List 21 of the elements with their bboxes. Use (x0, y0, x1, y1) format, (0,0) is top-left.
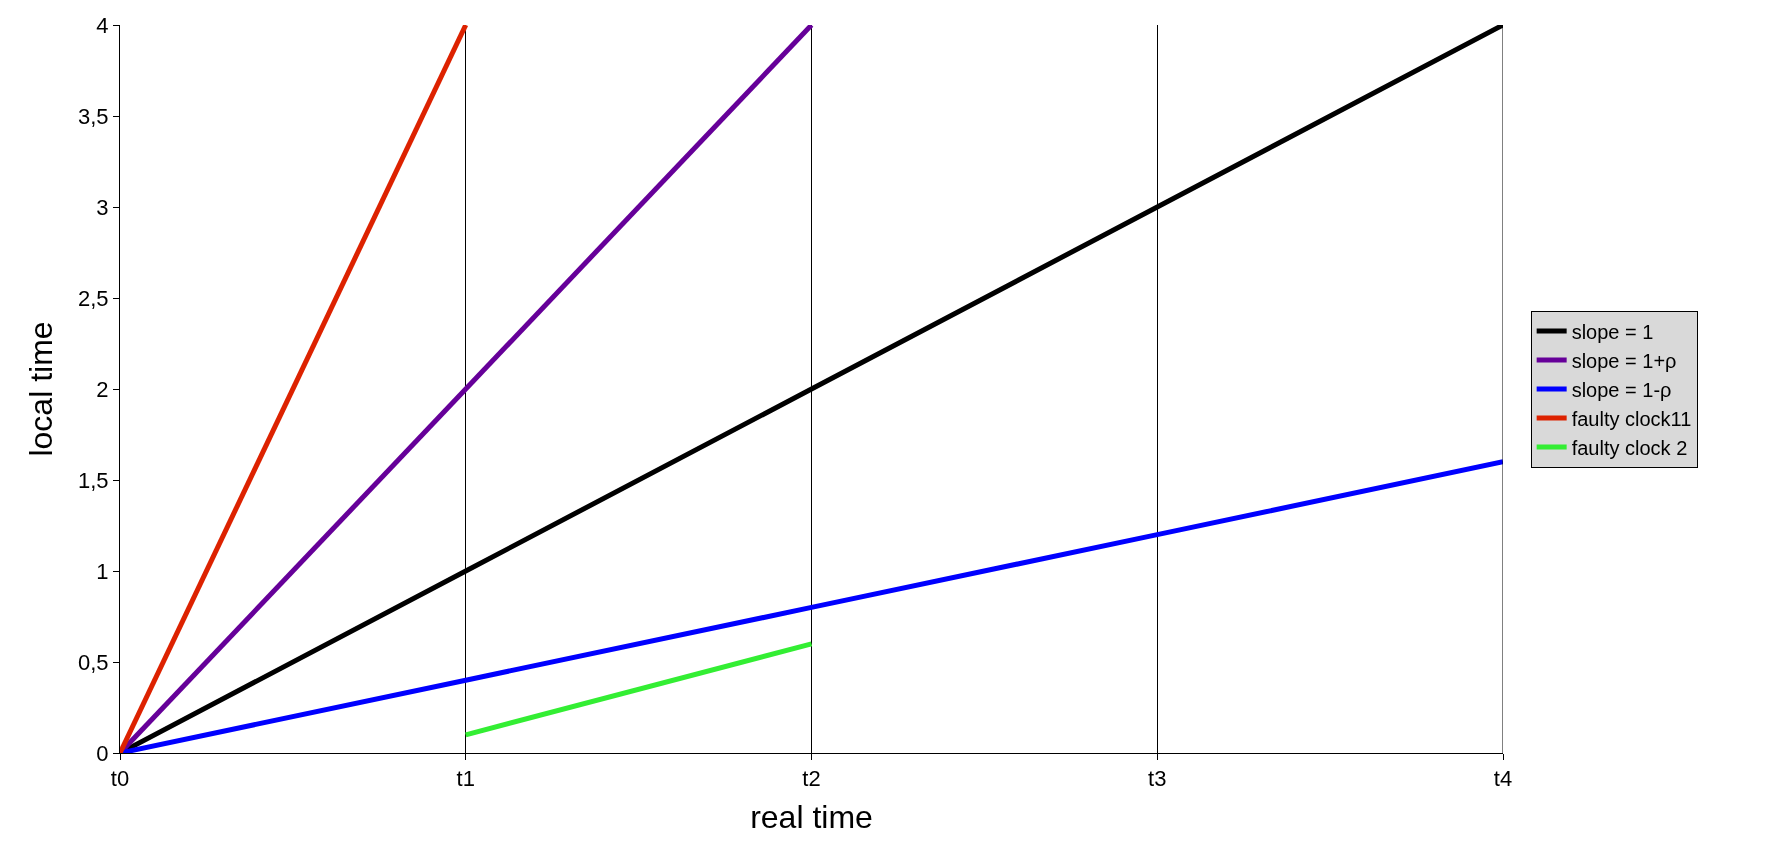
y-tick-label: 0 (96, 740, 109, 766)
y-tick-label: 3,5 (78, 103, 109, 129)
y-tick-label: 3 (96, 194, 109, 220)
legend-label: slope = 1-ρ (1571, 378, 1672, 401)
y-tick-label: 1,5 (78, 467, 109, 493)
legend-label: slope = 1 (1571, 320, 1654, 343)
y-tick-label: 2,5 (78, 285, 109, 311)
y-axis-title: local time (23, 321, 60, 457)
x-tick-label: t1 (456, 766, 475, 792)
legend-label: faulty clock 2 (1571, 436, 1688, 459)
x-tick-label: t3 (1148, 766, 1167, 792)
y-tick-label: 2 (96, 376, 109, 402)
legend-label: faulty clock11 (1571, 407, 1692, 430)
x-tick-label: t4 (1493, 766, 1513, 792)
x-tick-label: t2 (802, 766, 821, 792)
x-axis-title: real time (750, 799, 873, 836)
y-tick-label: 0,5 (78, 649, 109, 675)
legend-label: slope = 1+ρ (1571, 349, 1677, 372)
y-tick-label: 4 (96, 12, 109, 38)
y-tick-label: 1 (96, 558, 109, 584)
x-tick-label: t0 (110, 766, 130, 792)
